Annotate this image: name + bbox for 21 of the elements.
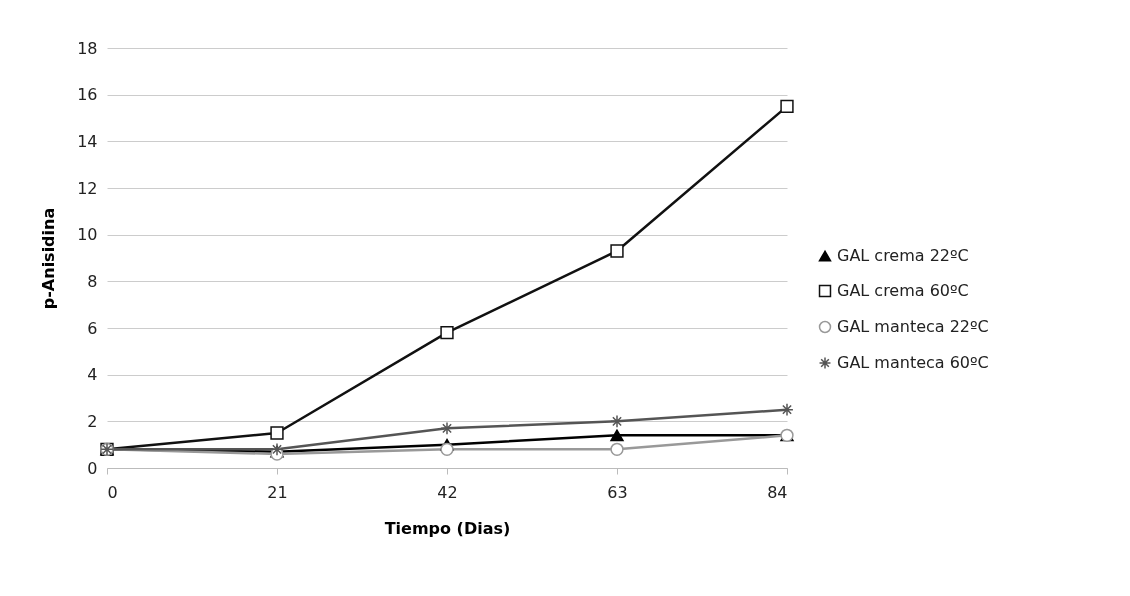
x-tick-label: 21 [267,482,288,502]
y-tick-label: 16 [77,85,98,105]
y-tick-label: 12 [77,178,98,198]
y-axis-title: p-Anisidina [39,207,59,310]
y-tick-label: 18 [77,38,98,58]
x-tick-label: 0 [107,482,118,502]
y-tick-label: 14 [77,131,98,151]
x-tick-label: 42 [437,482,458,502]
x-tick-label: 63 [607,482,628,502]
x-axis-title: Tiempo (Dias) [384,518,511,538]
legend-label: GAL crema 60ºC [837,281,969,300]
legend-label: GAL manteca 60ºC [837,353,989,372]
y-tick-label: 10 [77,225,98,245]
legend-label: GAL manteca 22ºC [837,317,989,336]
y-tick-label: 2 [87,411,98,431]
x-tick-label: 84 [767,482,788,502]
y-tick-label: 4 [87,365,98,385]
y-tick-label: 0 [87,458,98,478]
legend-label: GAL crema 22ºC [837,246,969,265]
y-tick-label: 6 [87,318,98,338]
y-tick-label: 8 [87,271,98,291]
